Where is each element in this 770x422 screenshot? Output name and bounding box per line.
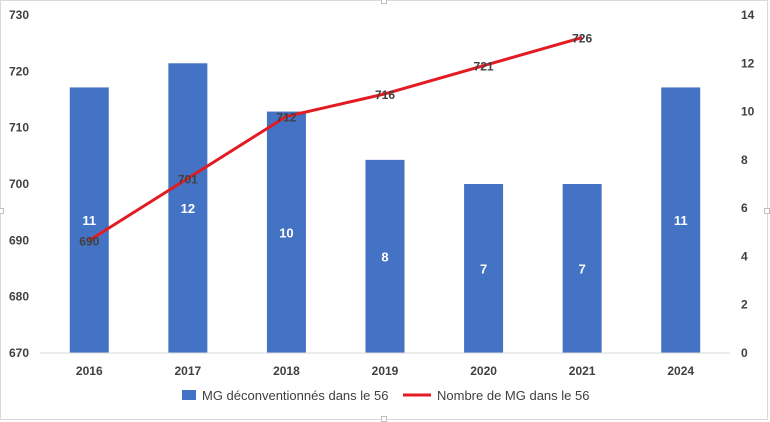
x-axis-tick-label: 2021 (569, 364, 596, 378)
legend-line-label: Nombre de MG dans le 56 (437, 388, 589, 403)
right-axis-tick-label: 2 (741, 298, 748, 312)
x-axis-tick-label: 2020 (470, 364, 497, 378)
left-axis-tick-label: 690 (9, 233, 29, 247)
x-axis-tick-label: 2024 (667, 364, 694, 378)
series-line (88, 36, 583, 242)
right-axis-tick-label: 10 (741, 105, 755, 119)
bar[interactable] (365, 159, 405, 353)
x-axis-tick-label: 2016 (76, 364, 103, 378)
resize-handle-top[interactable] (381, 0, 387, 4)
bar-series: 11 12 10 8 7 7 11 (69, 63, 701, 354)
left-y-axis: 670 680 690 700 710 720 730 (9, 8, 29, 360)
x-axis: 2016 2017 2018 2019 2020 2021 2024 (76, 364, 694, 378)
bar[interactable] (562, 184, 602, 353)
right-y-axis: 0 2 4 6 8 10 12 14 (741, 8, 755, 360)
left-axis-tick-label: 710 (9, 121, 29, 135)
line-data-label: 701 (178, 172, 198, 186)
x-axis-tick-label: 2018 (273, 364, 300, 378)
x-axis-tick-label: 2017 (175, 364, 202, 378)
right-axis-tick-label: 12 (741, 56, 755, 70)
right-axis-tick-label: 0 (741, 346, 748, 360)
bar-data-label: 7 (579, 262, 586, 277)
left-axis-tick-label: 670 (9, 346, 29, 360)
right-axis-tick-label: 8 (741, 153, 748, 167)
left-axis-tick-label: 700 (9, 177, 29, 191)
x-axis-tick-label: 2019 (372, 364, 399, 378)
right-axis-tick-label: 14 (741, 8, 755, 22)
bar[interactable] (661, 87, 701, 353)
bar-data-label: 11 (674, 213, 688, 228)
legend-bar-label: MG déconventionnés dans le 56 (202, 388, 388, 403)
legend: MG déconventionnés dans le 56 Nombre de … (182, 388, 589, 403)
resize-handle-left[interactable] (0, 208, 4, 214)
bar-data-label: 12 (181, 201, 195, 216)
line-data-label: 712 (276, 110, 296, 124)
right-axis-tick-label: 6 (741, 201, 748, 215)
left-axis-tick-label: 730 (9, 8, 29, 22)
line-data-label: 721 (474, 60, 494, 74)
bar[interactable] (266, 111, 306, 353)
line-data-label: 690 (79, 234, 99, 248)
bar-data-label: 7 (480, 262, 487, 277)
line-data-label: 726 (572, 32, 592, 46)
bar[interactable] (168, 63, 208, 354)
bar-data-label: 8 (381, 249, 388, 264)
bar[interactable] (69, 87, 109, 353)
bar-data-label: 10 (279, 225, 293, 240)
line-data-label: 716 (375, 88, 395, 102)
legend-bar-swatch (182, 390, 196, 400)
right-axis-tick-label: 4 (741, 249, 748, 263)
left-axis-tick-label: 720 (9, 64, 29, 78)
bar-data-label: 11 (82, 213, 96, 228)
left-axis-tick-label: 680 (9, 290, 29, 304)
line-series: 690 701 712 716 721 726 (79, 32, 592, 249)
bar[interactable] (464, 184, 504, 353)
